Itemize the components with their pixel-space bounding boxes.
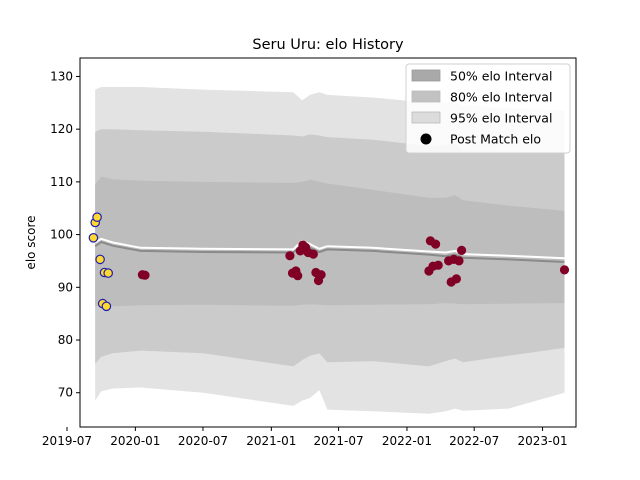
plot-frame: [79, 57, 577, 428]
legend-marker: [420, 133, 432, 145]
post-match-point: [308, 249, 318, 259]
post-match-point: [95, 254, 105, 265]
y-tick-label: 120: [50, 122, 73, 136]
chart-title: Seru Uru: elo History: [252, 37, 404, 53]
x-tick-label: 2019-07: [42, 434, 92, 448]
post-match-point: [316, 270, 326, 280]
x-tick-label: 2022-07: [449, 434, 499, 448]
y-tick-label: 90: [58, 280, 73, 294]
axes: 70 80 90 100 110 120 130 2019-07 2020-01 2020-07 2…: [42, 57, 577, 448]
y-tick-label: 130: [50, 69, 73, 83]
legend-swatch: [411, 111, 441, 124]
legend: 50% elo Interval 80% elo Interval 95% elo …: [405, 63, 571, 154]
post-match-point: [454, 256, 464, 266]
post-match-point: [451, 274, 461, 284]
post-match-point: [88, 233, 99, 243]
post-match-points: [88, 212, 570, 312]
post-match-point: [140, 270, 150, 280]
y-axis-label: elo score: [24, 215, 38, 269]
median-elo-line: [94, 240, 565, 263]
post-match-point: [456, 245, 467, 255]
post-match-point: [433, 260, 443, 270]
x-tick-label: 2023-01: [517, 434, 567, 448]
band-50pct: [95, 176, 565, 307]
y-tick-label: 80: [58, 333, 73, 347]
post-match-point: [430, 239, 441, 249]
x-tick-label: 2021-07: [314, 434, 364, 448]
y-tick-label: 110: [50, 175, 73, 189]
x-tick-label: 2022-01: [382, 434, 432, 448]
post-match-point: [559, 265, 570, 275]
legend-box: [405, 63, 571, 154]
post-match-point: [293, 271, 303, 281]
post-match-point: [92, 212, 102, 222]
legend-label: 95% elo Interval: [450, 111, 552, 126]
post-match-point: [285, 251, 295, 261]
post-match-point: [103, 268, 113, 278]
x-tick-label: 2020-01: [110, 434, 160, 448]
post-match-point: [101, 301, 112, 312]
legend-label: 80% elo Interval: [450, 90, 552, 105]
legend-swatch: [411, 69, 441, 82]
x-tick-label: 2021-01: [246, 434, 296, 448]
y-tick-label: 100: [50, 228, 73, 242]
legend-label: Post Match elo: [450, 132, 541, 147]
y-tick-label: 70: [58, 386, 73, 400]
x-tick-label: 2020-07: [178, 434, 228, 448]
legend-label: 50% elo Interval: [450, 69, 552, 84]
legend-swatch: [411, 90, 441, 103]
